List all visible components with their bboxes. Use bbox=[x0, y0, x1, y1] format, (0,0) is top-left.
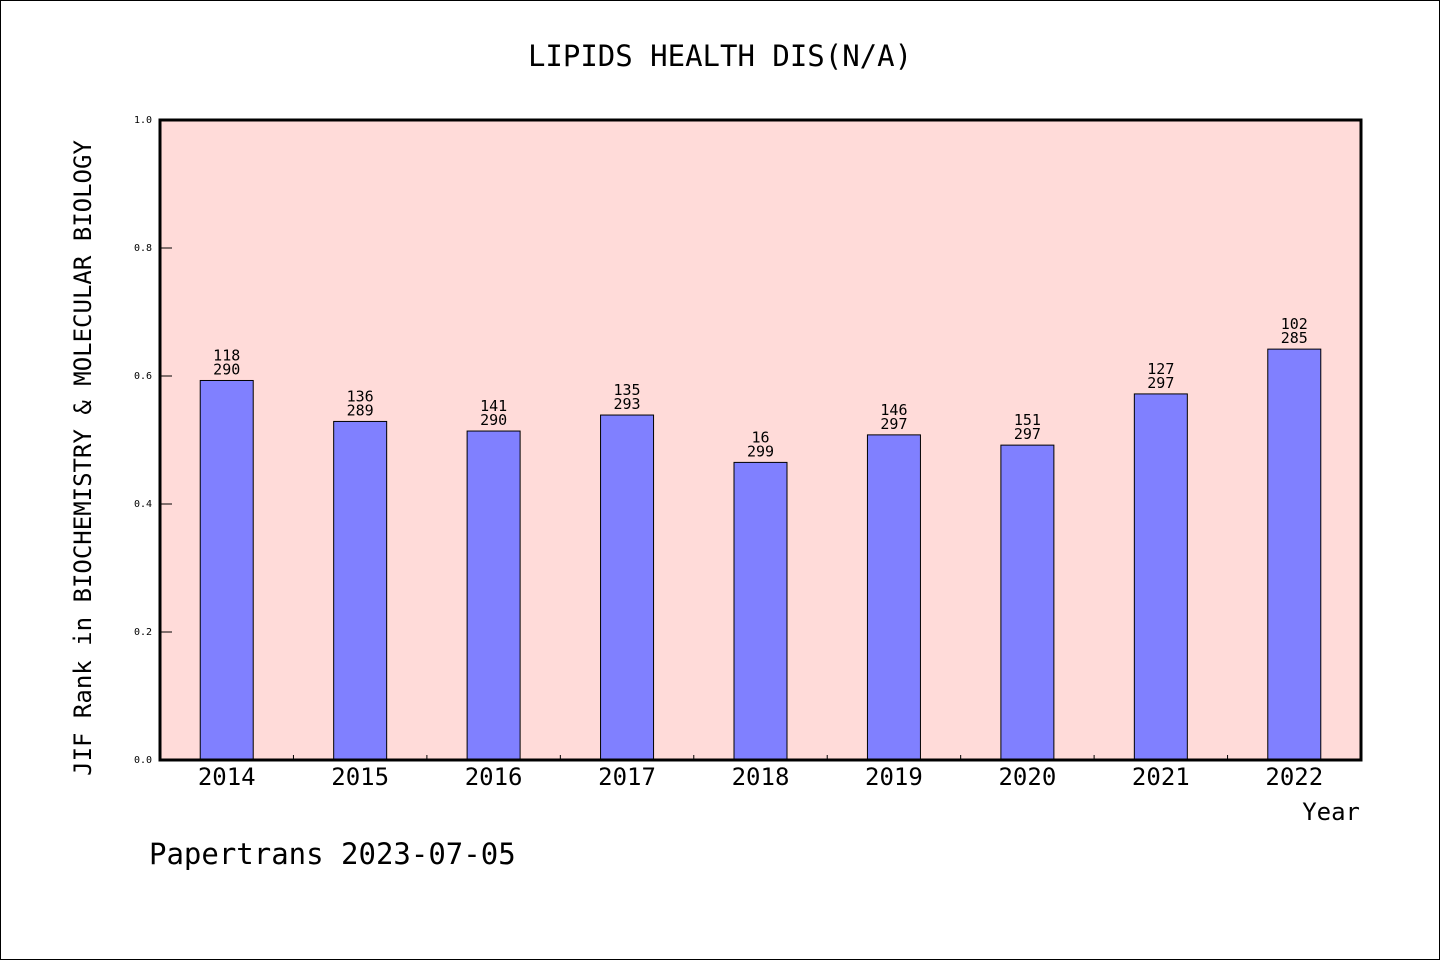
bar-label-top-2014: 118 bbox=[213, 346, 240, 364]
x-tick-label-2020: 2020 bbox=[998, 763, 1056, 791]
bar-label-top-2015: 136 bbox=[347, 387, 374, 405]
y-tick-label-0.2: 0.2 bbox=[134, 627, 152, 638]
plot-border bbox=[158, 118, 1363, 762]
bar-label-bottom-2020: 297 bbox=[1014, 425, 1041, 443]
bar-2019 bbox=[866, 434, 921, 761]
x-axis-ticks: 2014 2015 2016 2017 2018 2019 2020 2021 2022 bbox=[198, 755, 1323, 791]
y-tick-label-0.8: 0.8 bbox=[134, 243, 152, 254]
bar-label-top-2021: 127 bbox=[1147, 360, 1174, 378]
chart-title: LIPIDS HEALTH DIS(N/A) bbox=[528, 39, 912, 73]
x-tick-label-2014: 2014 bbox=[198, 763, 256, 791]
bar-label-top-2019: 146 bbox=[880, 401, 907, 419]
y-tick-label-0.6: 0.6 bbox=[134, 371, 152, 382]
bar-label-bottom-2014: 290 bbox=[213, 360, 240, 378]
bar-label-top-2016: 141 bbox=[480, 397, 507, 415]
x-tick-label-2016: 2016 bbox=[465, 763, 523, 791]
bar-label-top-2020: 151 bbox=[1014, 411, 1041, 429]
bar-label-bottom-2017: 293 bbox=[614, 395, 641, 413]
x-tick-label-2021: 2021 bbox=[1132, 763, 1190, 791]
x-axis-label: Year bbox=[1302, 798, 1360, 826]
x-tick-label-2015: 2015 bbox=[331, 763, 389, 791]
bar-label-bottom-2015: 289 bbox=[347, 401, 374, 419]
bar-2022 bbox=[1267, 348, 1322, 761]
x-tick-label-2022: 2022 bbox=[1265, 763, 1323, 791]
footer-text: Papertrans 2023-07-05 bbox=[149, 837, 516, 871]
y-axis-label: JIF Rank in BIOCHEMISTRY & MOLECULAR BIO… bbox=[69, 140, 97, 776]
x-tick-label-2019: 2019 bbox=[865, 763, 923, 791]
bar-2020 bbox=[1000, 444, 1055, 761]
bar-label-bottom-2022: 285 bbox=[1281, 329, 1308, 347]
bar-label-bottom-2018: 299 bbox=[747, 442, 774, 460]
bar-2018 bbox=[733, 461, 788, 761]
x-tick-label-2017: 2017 bbox=[598, 763, 656, 791]
x-tick-label-2018: 2018 bbox=[732, 763, 790, 791]
bar-label-top-2022: 102 bbox=[1281, 315, 1308, 333]
bar-2017 bbox=[600, 414, 655, 761]
y-tick-label-0.0: 0.0 bbox=[134, 755, 152, 766]
y-tick-label-1.0: 1.0 bbox=[134, 115, 152, 126]
bar-2014 bbox=[199, 379, 254, 761]
y-tick-label-0.4: 0.4 bbox=[134, 499, 152, 510]
bar-2015 bbox=[333, 420, 388, 761]
bar-label-top-2018: 16 bbox=[751, 428, 769, 446]
bar-2016 bbox=[466, 430, 521, 761]
bar-2021 bbox=[1133, 393, 1188, 761]
bar-label-top-2017: 135 bbox=[614, 381, 641, 399]
bars-group bbox=[199, 348, 1322, 761]
bar-label-bottom-2016: 290 bbox=[480, 411, 507, 429]
bar-label-bottom-2019: 297 bbox=[880, 415, 907, 433]
bar-label-bottom-2021: 297 bbox=[1147, 374, 1174, 392]
